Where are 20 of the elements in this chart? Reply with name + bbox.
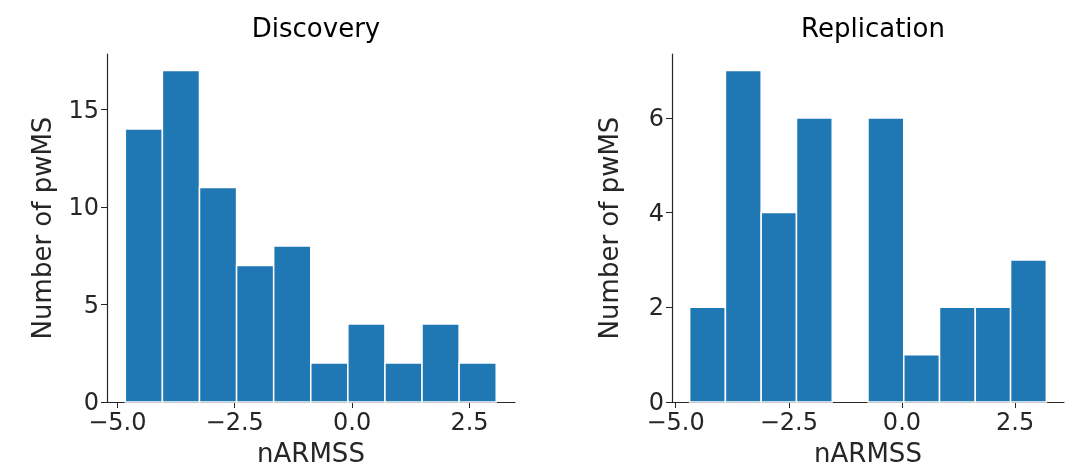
y-axis-title: Number of pwMS — [594, 116, 624, 340]
y-tick-label: 6 — [648, 103, 664, 132]
chart-title: Discovery — [251, 13, 381, 43]
y-tick-label: 5 — [83, 290, 99, 319]
chart-title: Replication — [801, 13, 945, 43]
y-tick-label: 15 — [68, 95, 99, 124]
y-tick-label: 0 — [648, 388, 664, 416]
y-tick-label: 10 — [68, 193, 99, 222]
x-tick-label: 0.0 — [882, 408, 922, 436]
x-tick-label: 2.5 — [450, 408, 489, 436]
x-tick-label: −2.5 — [205, 408, 264, 436]
y-tick-label: 4 — [648, 198, 664, 227]
x-tick-label: 2.5 — [996, 408, 1035, 436]
y-tick-label: 2 — [648, 293, 664, 322]
x-tick-label: −2.5 — [759, 408, 818, 436]
y-tick-label: 0 — [83, 388, 99, 416]
x-axis-title: nARMSS — [257, 438, 365, 468]
y-axis-title: Number of pwMS — [27, 116, 57, 340]
x-tick-label: 0.0 — [333, 408, 372, 436]
x-axis-title: nARMSS — [814, 438, 922, 468]
